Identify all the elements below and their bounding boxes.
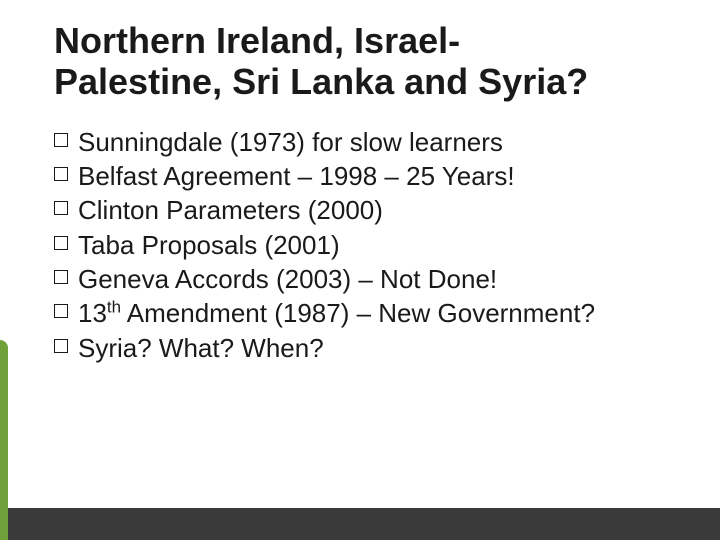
bullet-text: Taba Proposals (2001) (78, 228, 680, 262)
bullet-item: Belfast Agreement – 1998 – 25 Years! (54, 159, 680, 193)
bullet-box-icon (54, 133, 68, 147)
bullet-box-icon (54, 236, 68, 250)
bullet-box-icon (54, 270, 68, 284)
bullet-box-icon (54, 304, 68, 318)
bottom-strip (0, 508, 720, 540)
bullet-item: Taba Proposals (2001) (54, 228, 680, 262)
bullet-text: Sunningdale (1973) for slow learners (78, 125, 680, 159)
bullet-text: Geneva Accords (2003) – Not Done! (78, 262, 680, 296)
slide: Northern Ireland, Israel- Palestine, Sri… (0, 0, 720, 540)
bullet-item: Clinton Parameters (2000) (54, 193, 680, 227)
bullet-box-icon (54, 167, 68, 181)
content-panel: Northern Ireland, Israel- Palestine, Sri… (0, 0, 720, 510)
slide-title: Northern Ireland, Israel- Palestine, Sri… (54, 20, 680, 103)
title-line-2: Palestine, Sri Lanka and Syria? (54, 61, 588, 102)
bullet-item: 13th Amendment (1987) – New Government? (54, 296, 680, 330)
title-line-1: Northern Ireland, Israel- (54, 20, 460, 61)
bullet-text: Clinton Parameters (2000) (78, 193, 680, 227)
accent-bar (0, 340, 8, 540)
bullet-text: Belfast Agreement – 1998 – 25 Years! (78, 159, 680, 193)
bullet-text: 13th Amendment (1987) – New Government? (78, 296, 680, 330)
bullet-text: Syria? What? When? (78, 331, 680, 365)
bullet-item: Geneva Accords (2003) – Not Done! (54, 262, 680, 296)
bullet-box-icon (54, 201, 68, 215)
bullet-box-icon (54, 339, 68, 353)
bullet-list: Sunningdale (1973) for slow learnersBelf… (54, 125, 680, 365)
bullet-item: Sunningdale (1973) for slow learners (54, 125, 680, 159)
bullet-item: Syria? What? When? (54, 331, 680, 365)
